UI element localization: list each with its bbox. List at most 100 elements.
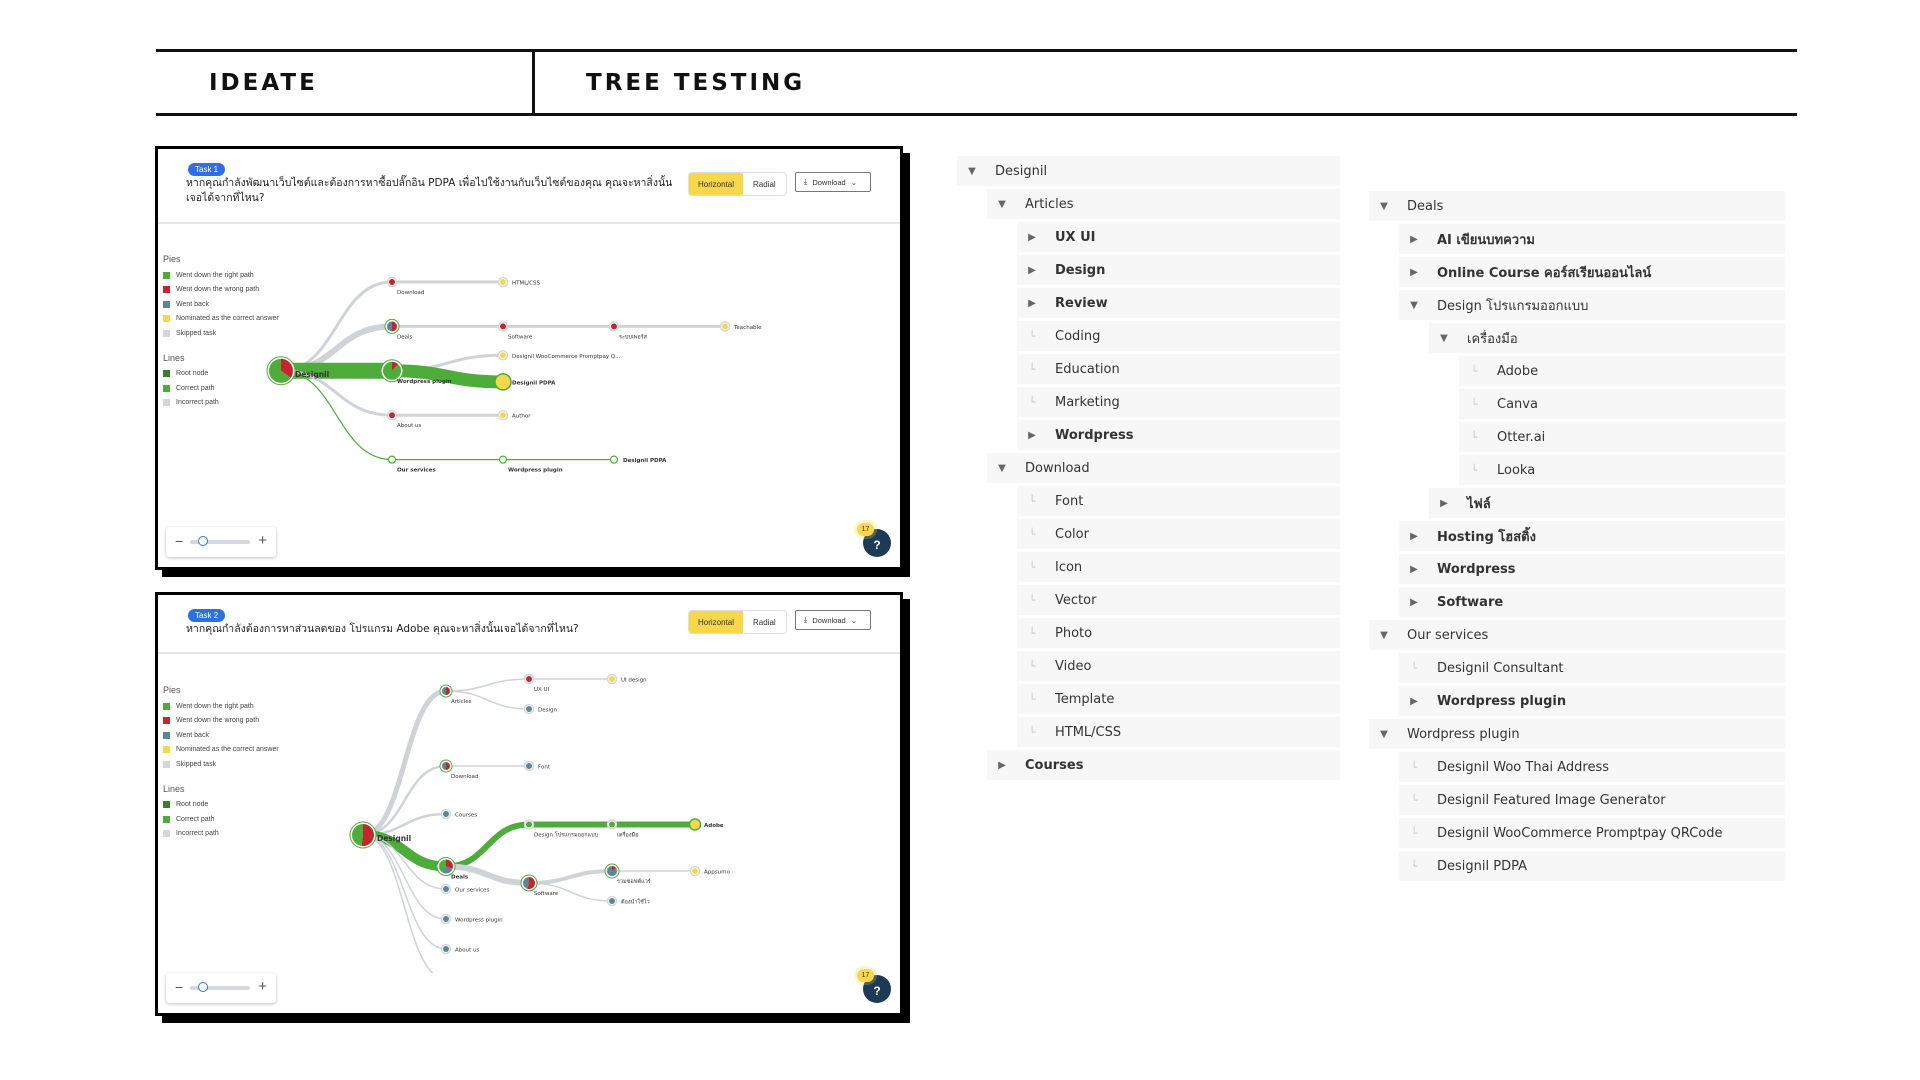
leaf-connector-icon: └ bbox=[1028, 692, 1036, 706]
node-label: Deals bbox=[451, 875, 469, 881]
caret-right-icon[interactable]: ▶ bbox=[1440, 497, 1448, 509]
zoom-out-button[interactable]: − bbox=[175, 979, 184, 995]
tree-node[interactable]: ▼ Articles bbox=[987, 189, 1340, 219]
node-tools: เครื่องมือ bbox=[606, 819, 638, 839]
legend: Pies Went down the right path Went down th… bbox=[163, 685, 279, 841]
node-designprog: Design โปรแกรมออกแบบ bbox=[523, 819, 599, 839]
node-author: Author bbox=[497, 409, 531, 421]
tree-node[interactable]: ▶ Wordpress bbox=[1017, 420, 1340, 450]
caret-right-icon[interactable]: ▶ bbox=[1410, 530, 1418, 542]
tree-node-label: Wordpress bbox=[1437, 561, 1516, 577]
node-appsumo: Appsumo bbox=[689, 865, 730, 877]
view-horizontal-button[interactable]: Horizontal bbox=[689, 173, 743, 195]
pie-slice-red bbox=[361, 824, 374, 846]
task-question: หากคุณกำลังพัฒนาเว็บไซต์และต้องการหาซื้อ… bbox=[186, 177, 673, 204]
node-label: Teachable bbox=[733, 325, 762, 331]
zoom-slider-thumb[interactable] bbox=[198, 982, 208, 992]
tree-node[interactable]: ▶ Hosting โฮสติ้ง bbox=[1399, 521, 1785, 551]
tree-node[interactable]: ▼ Design โปรแกรมออกแบบ bbox=[1399, 290, 1785, 320]
view-toggle: Horizontal Radial bbox=[688, 610, 787, 634]
node-label: Appsumo bbox=[704, 870, 730, 876]
leaf-connector-icon: └ bbox=[1028, 362, 1036, 376]
legend-swatch bbox=[163, 315, 170, 323]
view-horizontal-button[interactable]: Horizontal bbox=[689, 611, 743, 633]
legend-item: Root node bbox=[163, 798, 279, 813]
zoom-in-button[interactable]: + bbox=[258, 978, 267, 995]
zoom-slider-track[interactable] bbox=[190, 986, 250, 990]
download-button[interactable]: ⤓ Download ⌄ bbox=[795, 172, 871, 192]
pie-slice-blue bbox=[607, 866, 617, 876]
task-question: หากคุณกำลังต้องการหาส่วนลดของ โปรแกรม Ad… bbox=[186, 623, 579, 635]
caret-right-icon[interactable]: ▶ bbox=[1410, 563, 1418, 575]
tree-node[interactable]: ▼ Download bbox=[987, 453, 1340, 483]
tree-node: └ Canva bbox=[1459, 389, 1785, 419]
caret-right-icon[interactable]: ▶ bbox=[1410, 596, 1418, 608]
help-count-badge: 17 bbox=[857, 523, 874, 536]
tree-node[interactable]: ▶ Wordpress bbox=[1399, 554, 1785, 584]
tree-node-label: Designil Featured Image Generator bbox=[1437, 792, 1666, 808]
tree-node: └ Designil WooCommerce Promptpay QRCode bbox=[1399, 818, 1785, 848]
node-wpplugin2: Wordpress plugin bbox=[498, 455, 563, 474]
nodes: Designil Articles UX UI UI design Design Down… bbox=[349, 673, 730, 955]
caret-down-icon[interactable]: ▼ bbox=[998, 462, 1006, 474]
tree-node[interactable]: ▶ Software bbox=[1399, 587, 1785, 617]
tree-node[interactable]: ▶ ไฟล์ bbox=[1429, 488, 1785, 518]
leaf-connector-icon: └ bbox=[1028, 593, 1036, 607]
tree-node[interactable]: ▶ Design bbox=[1017, 255, 1340, 285]
tree-node[interactable]: ▶ AI เขียนบทความ bbox=[1399, 224, 1785, 254]
tree-node[interactable]: ▶ UX UI bbox=[1017, 222, 1340, 252]
card-header: Task 2 หากคุณกำลังต้องการหาส่วนลดของ โปร… bbox=[158, 595, 900, 654]
tree-node-label: Designil bbox=[995, 163, 1048, 179]
node-dot bbox=[609, 676, 615, 682]
tree-node[interactable]: ▼ Our services bbox=[1369, 620, 1785, 650]
view-radial-button[interactable]: Radial bbox=[753, 617, 776, 627]
zoom-in-button[interactable]: + bbox=[258, 532, 267, 549]
zoom-slider-track[interactable] bbox=[190, 540, 250, 544]
view-radial-button[interactable]: Radial bbox=[753, 179, 776, 189]
caret-down-icon[interactable]: ▼ bbox=[1410, 299, 1418, 311]
legend-swatch bbox=[163, 329, 170, 337]
link-software-ebook bbox=[528, 882, 613, 902]
caret-right-icon[interactable]: ▶ bbox=[1028, 297, 1036, 309]
caret-right-icon[interactable]: ▶ bbox=[998, 759, 1006, 771]
tree-node-label: Designil Woo Thai Address bbox=[1437, 759, 1610, 775]
zoom-slider-thumb[interactable] bbox=[198, 536, 208, 546]
leaf-connector-icon: └ bbox=[1470, 364, 1478, 378]
caret-right-icon[interactable]: ▶ bbox=[1410, 695, 1418, 707]
tree-node[interactable]: ▶ Courses bbox=[987, 750, 1340, 780]
caret-right-icon[interactable]: ▶ bbox=[1028, 231, 1036, 243]
tree-node[interactable]: ▶ Online Course คอร์สเรียนออนไลน์ bbox=[1399, 257, 1785, 287]
tree-node-label: Deals bbox=[1407, 198, 1444, 214]
caret-right-icon[interactable]: ▶ bbox=[1028, 429, 1036, 441]
header-top-rule bbox=[156, 49, 1797, 52]
download-button[interactable]: ⤓ Download ⌄ bbox=[795, 610, 871, 630]
node-root: Designil bbox=[266, 356, 329, 386]
tree-node[interactable]: ▼ Wordpress plugin bbox=[1369, 719, 1785, 749]
caret-right-icon[interactable]: ▶ bbox=[1410, 233, 1418, 245]
caret-down-icon[interactable]: ▼ bbox=[1440, 332, 1448, 344]
legend-item: Incorrect path bbox=[163, 827, 279, 842]
caret-down-icon[interactable]: ▼ bbox=[1380, 629, 1388, 641]
caret-down-icon[interactable]: ▼ bbox=[1380, 728, 1388, 740]
caret-right-icon[interactable]: ▶ bbox=[1410, 266, 1418, 278]
tree-node[interactable]: ▶ Review bbox=[1017, 288, 1340, 318]
tree-node[interactable]: ▼ Deals bbox=[1369, 191, 1785, 221]
node-label: Wordpress plugin bbox=[397, 379, 452, 385]
legend-pies-title: Pies bbox=[163, 254, 181, 264]
tree-node-label: Hosting โฮสติ้ง bbox=[1437, 529, 1536, 545]
caret-right-icon[interactable]: ▶ bbox=[1028, 264, 1036, 276]
caret-down-icon[interactable]: ▼ bbox=[968, 165, 976, 177]
caret-down-icon[interactable]: ▼ bbox=[1380, 200, 1388, 212]
tree-node[interactable]: ▼ เครื่องมือ bbox=[1429, 323, 1785, 353]
pie-slice-green bbox=[351, 824, 363, 846]
tree-node[interactable]: ▼ Designil bbox=[957, 156, 1340, 186]
node-wpplugin: Wordpress plugin bbox=[440, 913, 503, 925]
link-root-contact bbox=[362, 834, 434, 973]
leaf-connector-icon: └ bbox=[1028, 560, 1036, 574]
tree-node[interactable]: ▶ Wordpress plugin bbox=[1399, 686, 1785, 716]
zoom-out-button[interactable]: − bbox=[175, 533, 184, 549]
caret-down-icon[interactable]: ▼ bbox=[998, 198, 1006, 210]
pie-slice-red bbox=[392, 321, 397, 332]
node-htmlcss: HTML/CSS bbox=[497, 276, 540, 288]
node-pdpa: Designil PDPA bbox=[494, 373, 556, 391]
